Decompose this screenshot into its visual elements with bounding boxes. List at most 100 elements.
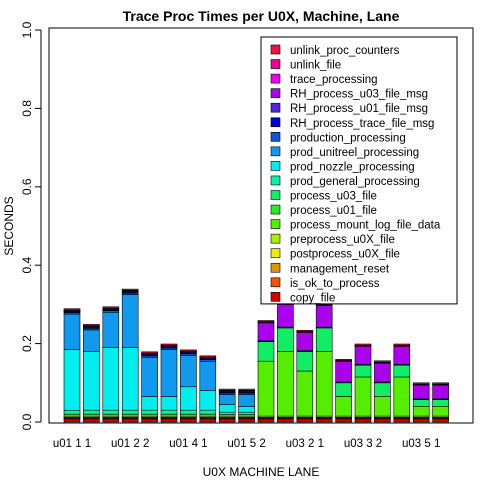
- bar-segment: [432, 399, 449, 407]
- bar-segment: [63, 418, 81, 423]
- legend-swatch: [270, 161, 281, 171]
- plot-border: [48, 27, 474, 424]
- bar-segment: [63, 413, 81, 417]
- bar-segment: [432, 405, 449, 417]
- bar-segment: [296, 351, 314, 372]
- bar-segment: [121, 418, 139, 423]
- bar-segment: [121, 288, 139, 291]
- legend-label: RH_process_u03_file_msg: [290, 89, 428, 101]
- bar-segment: [102, 409, 120, 415]
- bar-segment: [374, 382, 391, 397]
- bar-segment: [238, 418, 255, 423]
- bar-segment: [393, 364, 411, 378]
- legend-swatch: [270, 88, 281, 98]
- bar-segment: [199, 409, 217, 415]
- bar-segment: [354, 376, 372, 417]
- bar-segment: [315, 305, 333, 328]
- legend-label: postprocess_u0X_file: [290, 249, 400, 261]
- bar-segment: [432, 384, 449, 400]
- bar-segment: [102, 311, 120, 348]
- bar-stack: [199, 355, 217, 423]
- bar-segment: [102, 418, 120, 423]
- bar-segment: [63, 308, 81, 311]
- x-tick-label: u01 2 2: [111, 438, 149, 450]
- legend-label: prod_nozzle_processing: [290, 161, 415, 173]
- legend-swatch: [270, 117, 281, 128]
- bar-segment: [296, 370, 314, 417]
- bar-stack: [393, 343, 411, 423]
- bar-stack: [238, 388, 255, 423]
- bar-segment: [141, 351, 158, 354]
- legend-swatch: [270, 204, 281, 215]
- bar-segment: [180, 386, 197, 411]
- y-tick-label: 0.6: [20, 178, 34, 195]
- bar-segment: [180, 409, 197, 415]
- bar-segment: [63, 409, 81, 415]
- bar-segment: [374, 418, 391, 423]
- bar-segment: [199, 360, 217, 391]
- bar-segment: [180, 413, 197, 417]
- bar-segment: [83, 351, 100, 411]
- bar-stack: [335, 358, 352, 423]
- bar-segment: [141, 396, 158, 411]
- y-tick-label: 0.4: [20, 257, 34, 274]
- bar-segment: [63, 349, 81, 411]
- legend-label: unlink_proc_counters: [290, 45, 400, 57]
- bar-segment: [83, 413, 100, 417]
- bar-segment: [374, 362, 391, 383]
- bar-stack: [412, 382, 430, 423]
- bar-segment: [354, 345, 372, 365]
- bar-stack: [102, 306, 120, 423]
- x-tick-label: u01 4 1: [169, 438, 207, 450]
- bar-segment: [277, 418, 294, 423]
- bar-stack: [315, 302, 333, 423]
- bar-segment: [83, 418, 100, 423]
- legend-swatch: [270, 277, 281, 288]
- bar-segment: [257, 418, 275, 423]
- bar-segment: [180, 418, 197, 423]
- bar-segment: [296, 418, 314, 423]
- bar-stack: [218, 388, 236, 423]
- bar-segment: [160, 413, 178, 417]
- bar-stack: [160, 343, 178, 423]
- bar-segment: [393, 343, 411, 346]
- legend-swatch: [270, 233, 281, 244]
- bar-segment: [296, 329, 314, 332]
- bar-stack: [354, 343, 372, 423]
- bar-stack: [63, 308, 81, 423]
- bar-segment: [102, 306, 120, 309]
- legend-swatch: [270, 175, 281, 186]
- bar-segment: [277, 327, 294, 352]
- bar-segment: [393, 376, 411, 417]
- bar-segment: [412, 418, 430, 423]
- bar-segment: [432, 418, 449, 423]
- bar-stack: [296, 329, 314, 423]
- bar-stack: [121, 288, 139, 423]
- legend-label: copy_file: [290, 292, 335, 304]
- bar-segment: [257, 322, 275, 342]
- bar-segment: [315, 327, 333, 352]
- y-tick-label: 0.2: [20, 335, 34, 352]
- bar-segment: [199, 413, 217, 417]
- legend-label: prod_unitreel_processing: [290, 147, 419, 159]
- bar-segment: [238, 394, 255, 407]
- legend-label: RH_process_trace_file_msg: [290, 118, 434, 130]
- bar-segment: [374, 360, 391, 363]
- legend-swatch: [270, 102, 281, 113]
- bar-segment: [160, 409, 178, 415]
- bar-segment: [238, 388, 255, 391]
- legend: unlink_proc_counters unlink_file trace_pro…: [260, 36, 458, 305]
- legend-swatch: [270, 190, 281, 200]
- bar-segment: [121, 347, 139, 411]
- bar-segment: [277, 351, 294, 417]
- legend-swatch: [270, 146, 281, 157]
- legend-swatch: [270, 59, 281, 69]
- bar-segment: [160, 396, 178, 411]
- bar-stack: [257, 320, 275, 423]
- legend-label: is_ok_to_process: [290, 278, 380, 290]
- bar-segment: [141, 409, 158, 415]
- bar-segment: [180, 349, 197, 352]
- bar-segment: [257, 320, 275, 323]
- y-tick-label: 1.0: [20, 21, 34, 38]
- bar-segment: [83, 409, 100, 415]
